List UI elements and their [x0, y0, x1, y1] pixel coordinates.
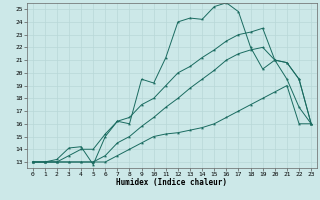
X-axis label: Humidex (Indice chaleur): Humidex (Indice chaleur): [116, 178, 228, 187]
